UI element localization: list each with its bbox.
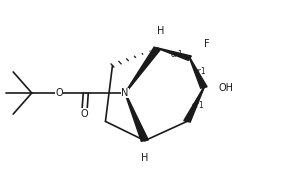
Text: O: O (81, 108, 88, 118)
Polygon shape (125, 47, 161, 93)
Text: N: N (122, 88, 129, 98)
Text: or1: or1 (193, 68, 206, 76)
Text: H: H (141, 153, 149, 163)
Polygon shape (189, 58, 207, 88)
Text: or1: or1 (192, 101, 204, 110)
Polygon shape (157, 48, 191, 60)
Text: F: F (204, 39, 210, 49)
Text: H: H (157, 26, 165, 36)
Text: or1: or1 (171, 50, 183, 59)
Text: OH: OH (219, 83, 234, 92)
Text: O: O (55, 88, 63, 98)
Polygon shape (125, 93, 148, 141)
Polygon shape (184, 87, 204, 122)
